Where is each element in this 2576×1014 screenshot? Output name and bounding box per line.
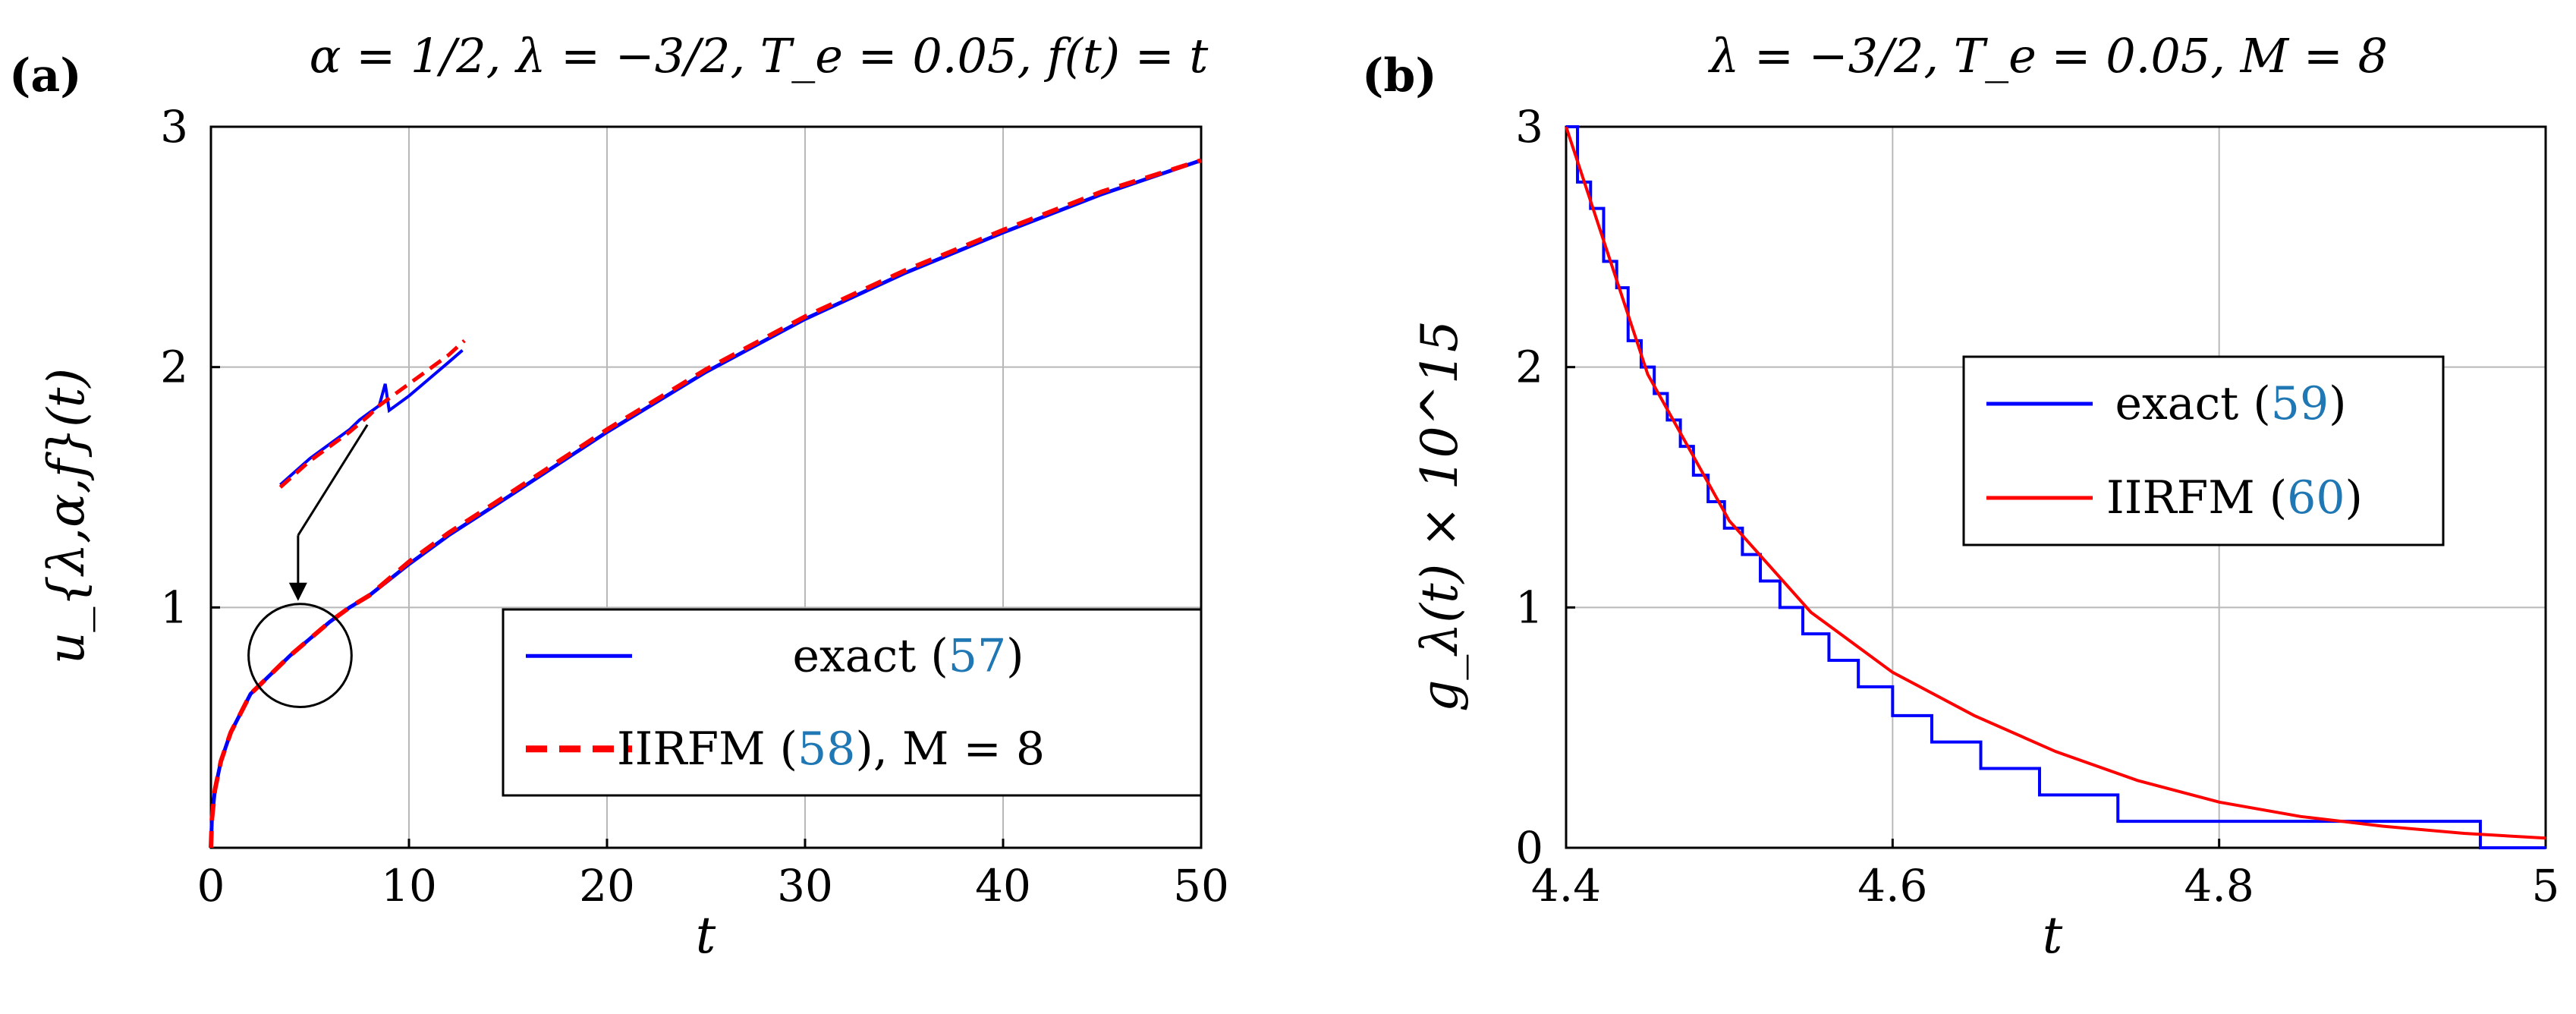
legend-label-iirfm: IIRFM (60)	[2106, 471, 2363, 524]
y-tick-label: 2	[160, 342, 188, 393]
y-tick-label: 0	[1515, 822, 1543, 874]
legend-label-iirfm: IIRFM (58), M = 8	[617, 723, 1045, 776]
panel-a-title: α = 1/2, λ = −3/2, T_e = 0.05, f(t) = t	[310, 28, 1209, 83]
panel-a-ylabel: u_{λ,α,f}(t)	[37, 368, 96, 664]
x-tick-label: 4.4	[1531, 860, 1601, 912]
x-tick-label: 10	[381, 860, 437, 912]
y-tick-label: 1	[1515, 581, 1543, 633]
series-iirfm-line	[1565, 126, 2546, 840]
panel-b-xlabel: t	[2043, 906, 2063, 965]
panel-a-label: (a)	[9, 49, 82, 102]
x-tick-label: 30	[777, 860, 833, 912]
x-tick-label: 4.6	[1857, 860, 1927, 912]
x-tick-label: 5	[2532, 860, 2560, 912]
legend-box	[1962, 355, 2445, 546]
y-tick-label: 1	[160, 581, 188, 633]
plot-frame	[1565, 125, 2547, 849]
panel-b-label: (b)	[1362, 49, 1437, 102]
panel-b-title: λ = −3/2, T_e = 0.05, M = 8	[1707, 28, 2388, 83]
x-tick-label: 50	[1173, 860, 1229, 912]
series-iirfm-line	[209, 158, 1202, 849]
panel-a-xlabel: t	[696, 906, 716, 965]
x-tick-label: 4.8	[2184, 860, 2254, 912]
x-tick-label: 20	[579, 860, 635, 912]
panel-b-plot: 4.4 4.6 4.8 5 0 1 2 3 exact (59) IIRFM (60)	[1515, 101, 2559, 912]
inset-exact-line	[279, 348, 464, 487]
y-tick-label: 2	[1515, 342, 1543, 393]
legend-box	[502, 608, 1203, 797]
zoom-connector	[297, 424, 369, 537]
zoom-arrow-head	[288, 582, 307, 601]
x-tick-label: 0	[197, 860, 225, 912]
legend-label-exact: exact (59)	[2115, 377, 2346, 430]
y-tick-label: 3	[160, 101, 188, 153]
plot-frame	[209, 125, 1203, 849]
panel-a-plot: 0 10 20 30 40 50 1 2 3 exact (57) IIRFM (58), M = …	[160, 101, 1229, 912]
y-tick-label: 3	[1515, 101, 1543, 153]
inset-iirfm-line	[278, 339, 466, 489]
legend-label-exact: exact (57)	[792, 629, 1024, 682]
zoom-circle	[247, 603, 353, 709]
x-tick-label: 40	[975, 860, 1031, 912]
panel-b-ylabel: g_λ(t) × 10^15	[1411, 320, 1469, 712]
